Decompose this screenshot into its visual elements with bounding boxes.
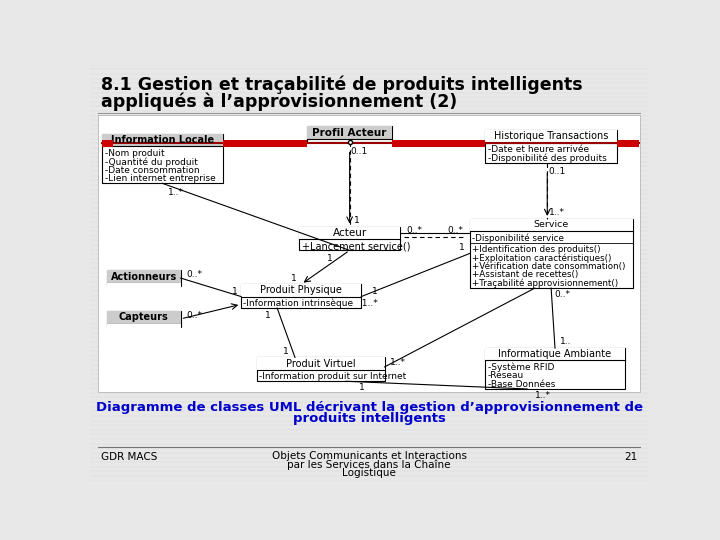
Text: Service: Service xyxy=(534,220,569,230)
Text: 0..*: 0..* xyxy=(554,290,570,299)
Text: 1: 1 xyxy=(328,254,333,262)
Text: produits intelligents: produits intelligents xyxy=(292,412,446,425)
Text: 0..1: 0..1 xyxy=(351,146,367,156)
Text: 0..*: 0..* xyxy=(406,226,422,235)
Text: Objets Communicants et Interactions: Objets Communicants et Interactions xyxy=(271,450,467,461)
Text: 1: 1 xyxy=(459,243,465,252)
Text: Actionneurs: Actionneurs xyxy=(111,272,177,281)
Bar xyxy=(307,126,392,142)
Bar xyxy=(392,140,485,147)
Bar xyxy=(107,311,181,323)
Text: appliqués à l’approvisionnement (2): appliqués à l’approvisionnement (2) xyxy=(101,92,457,111)
Text: Produit Physique: Produit Physique xyxy=(260,286,342,295)
Text: GDR MACS: GDR MACS xyxy=(101,452,157,462)
Bar xyxy=(102,140,113,147)
Bar xyxy=(485,130,617,143)
Bar xyxy=(307,126,392,139)
Text: Diagramme de classes UML décrivant la gestion d’approvisionnement de: Diagramme de classes UML décrivant la ge… xyxy=(96,401,642,414)
Text: 1..*: 1..* xyxy=(534,390,551,400)
Text: -Nom produit: -Nom produit xyxy=(104,148,164,158)
Text: Information Locale: Information Locale xyxy=(111,135,214,145)
Text: 0..*: 0..* xyxy=(186,270,202,279)
Text: 1: 1 xyxy=(372,287,378,296)
Text: -Disponibilité des produits: -Disponibilité des produits xyxy=(487,153,606,163)
Text: 0..*: 0..* xyxy=(448,226,464,235)
Text: par les Services dans la Chaîne: par les Services dans la Chaîne xyxy=(287,459,451,470)
Text: -Quantité du produit: -Quantité du produit xyxy=(104,157,197,167)
Bar xyxy=(241,284,361,308)
Text: 0..1: 0..1 xyxy=(549,167,566,177)
Bar xyxy=(98,115,640,392)
Text: 1..*: 1..* xyxy=(390,358,407,367)
Text: Capteurs: Capteurs xyxy=(119,312,168,322)
Text: +Assistant de recettes(): +Assistant de recettes() xyxy=(472,271,578,279)
Text: -Reseau: -Reseau xyxy=(487,372,524,380)
Text: +Traçabilité approvisionnement(): +Traçabilité approvisionnement() xyxy=(472,279,618,288)
Bar xyxy=(469,219,632,231)
Text: -Lien internet entreprise: -Lien internet entreprise xyxy=(104,174,215,183)
Bar xyxy=(617,140,639,147)
Text: -Date et heure arrivée: -Date et heure arrivée xyxy=(487,145,589,154)
Text: Historique Transactions: Historique Transactions xyxy=(494,131,608,141)
Text: Profil Acteur: Profil Acteur xyxy=(312,127,387,138)
Text: +Exploitation caractéristiques(): +Exploitation caractéristiques() xyxy=(472,253,611,263)
Bar xyxy=(256,357,384,370)
Bar xyxy=(107,283,181,301)
Text: Produit Virtuel: Produit Virtuel xyxy=(286,359,356,369)
Bar xyxy=(102,134,222,146)
Bar xyxy=(300,226,400,239)
Text: Acteur: Acteur xyxy=(333,228,366,238)
Text: +Lancement service(): +Lancement service() xyxy=(302,241,410,251)
Bar xyxy=(107,311,181,327)
Text: Logistique: Logistique xyxy=(342,468,396,477)
Text: 1: 1 xyxy=(283,347,289,356)
Text: 21: 21 xyxy=(624,452,637,462)
Bar xyxy=(107,323,181,342)
Bar xyxy=(469,219,632,288)
Text: 0..*: 0..* xyxy=(186,310,202,320)
Text: -Disponibilité service: -Disponibilité service xyxy=(472,233,564,243)
Bar xyxy=(485,348,625,361)
Bar xyxy=(222,140,307,147)
Text: 1: 1 xyxy=(291,274,297,282)
Text: 1: 1 xyxy=(359,383,364,392)
Bar xyxy=(241,284,361,296)
Text: 1: 1 xyxy=(232,287,238,296)
Bar xyxy=(107,271,181,283)
Bar xyxy=(485,348,625,389)
Text: 1..: 1.. xyxy=(560,338,572,347)
Bar xyxy=(485,130,617,163)
Text: 8.1 Gestion et traçabilité de produits intelligents: 8.1 Gestion et traçabilité de produits i… xyxy=(101,76,582,94)
Text: +Identification des produits(): +Identification des produits() xyxy=(472,245,600,254)
Text: 1: 1 xyxy=(265,312,271,320)
Text: 1..*: 1..* xyxy=(549,208,565,217)
Bar xyxy=(300,226,400,251)
Bar xyxy=(107,271,181,286)
Text: -Information produit sur Internet: -Information produit sur Internet xyxy=(259,372,406,381)
Text: 1..*: 1..* xyxy=(168,188,184,197)
Text: +Vérification date consommation(): +Vérification date consommation() xyxy=(472,262,626,271)
Bar xyxy=(256,357,384,381)
Text: -Base Données: -Base Données xyxy=(487,380,555,389)
Text: -Date consommation: -Date consommation xyxy=(104,166,199,174)
Bar xyxy=(102,134,222,184)
Text: Informatique Ambiante: Informatique Ambiante xyxy=(498,349,611,359)
Text: -Information intrinsèque   1..*: -Information intrinsèque 1..* xyxy=(243,299,378,308)
Text: -Système RFID: -Système RFID xyxy=(487,363,554,372)
Text: 1: 1 xyxy=(354,216,359,225)
